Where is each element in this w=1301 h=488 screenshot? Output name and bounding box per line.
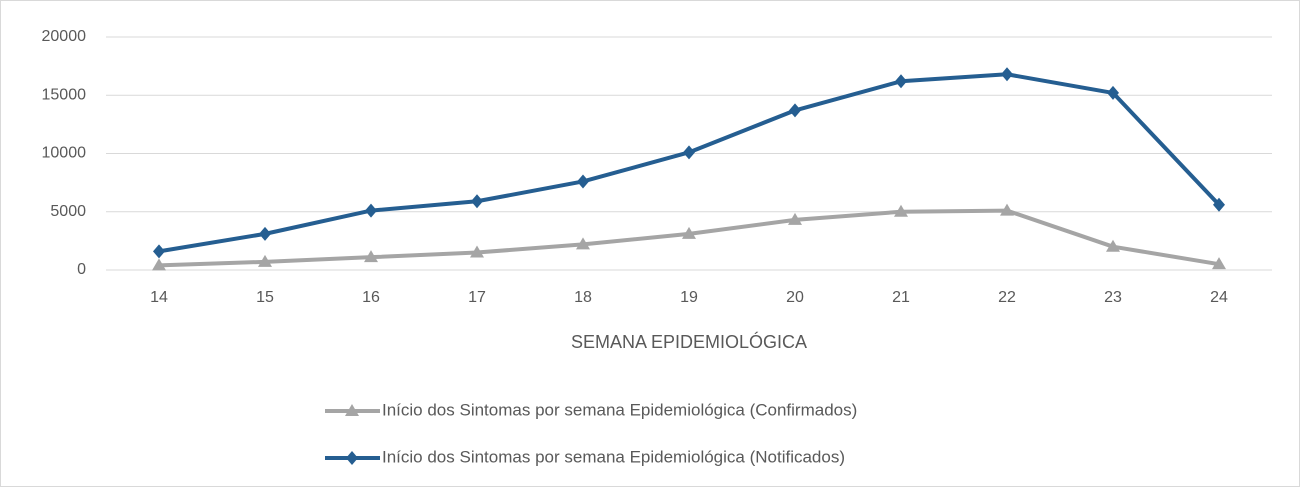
- data-point: [1213, 197, 1225, 212]
- data-point: [471, 194, 483, 209]
- data-point: [153, 244, 165, 259]
- data-point: [789, 103, 801, 118]
- x-tick-label: 22: [998, 289, 1016, 306]
- y-tick-label: 5000: [50, 203, 86, 220]
- data-point: [259, 226, 271, 241]
- data-point: [576, 237, 590, 250]
- x-tick-label: 18: [574, 289, 592, 306]
- data-point: [682, 226, 696, 239]
- legend-marker: [345, 404, 359, 416]
- data-point: [788, 212, 802, 225]
- x-tick-label: 23: [1104, 289, 1122, 306]
- data-point: [1212, 257, 1226, 270]
- data-point: [152, 258, 166, 271]
- x-tick-label: 17: [468, 289, 486, 306]
- x-tick-label: 21: [892, 289, 910, 306]
- y-tick-label: 10000: [42, 145, 87, 162]
- y-tick-label: 0: [77, 261, 86, 278]
- x-tick-label: 14: [150, 289, 168, 306]
- y-tick-label: 20000: [42, 28, 87, 45]
- data-point: [683, 145, 695, 160]
- legend-label: Início dos Sintomas por semana Epidemiol…: [382, 400, 857, 419]
- x-tick-label: 20: [786, 289, 804, 306]
- data-point: [364, 250, 378, 263]
- data-point: [1001, 67, 1013, 82]
- legend-marker: [346, 451, 358, 465]
- data-point: [1107, 85, 1119, 100]
- x-tick-label: 19: [680, 289, 698, 306]
- data-point: [895, 74, 907, 89]
- x-tick-label: 15: [256, 289, 274, 306]
- data-point: [894, 204, 908, 217]
- data-point: [258, 254, 272, 267]
- y-tick-label: 15000: [42, 86, 87, 103]
- x-tick-label: 16: [362, 289, 380, 306]
- data-point: [365, 203, 377, 218]
- x-tick-label: 24: [1210, 289, 1228, 306]
- data-point: [577, 174, 589, 189]
- data-point: [1000, 203, 1014, 216]
- data-point: [1106, 239, 1120, 252]
- data-point: [470, 245, 484, 258]
- x-axis-title: SEMANA EPIDEMIOLÓGICA: [571, 331, 807, 352]
- legend-label: Início dos Sintomas por semana Epidemiol…: [382, 447, 845, 466]
